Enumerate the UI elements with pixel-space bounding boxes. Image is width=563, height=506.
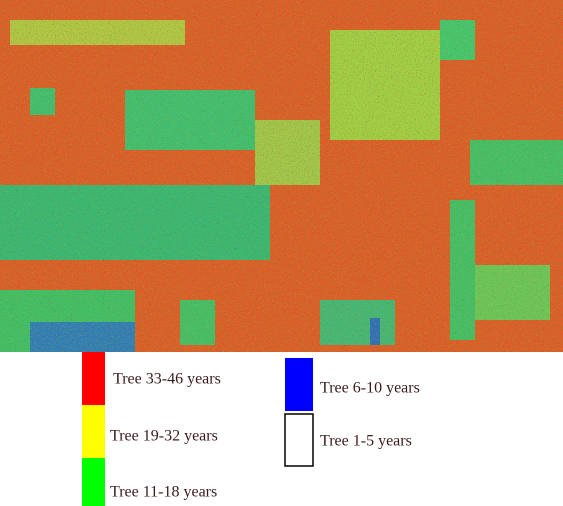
legend-swatch bbox=[82, 405, 105, 458]
legend-swatch bbox=[82, 352, 105, 405]
page: Tree 33-46 years Tree 19-32 years Tree 11-… bbox=[0, 0, 563, 506]
legend-swatch bbox=[82, 458, 105, 506]
legend-label: Tree 19-32 years bbox=[110, 428, 218, 445]
legend: Tree 33-46 years Tree 19-32 years Tree 11-… bbox=[82, 352, 420, 506]
legend-label: Tree 1-5 years bbox=[320, 433, 412, 450]
map bbox=[0, 0, 563, 352]
legend-label: Tree 11-18 years bbox=[110, 484, 217, 501]
legend-swatch bbox=[285, 414, 313, 466]
legend-label: Tree 33-46 years bbox=[113, 371, 221, 388]
texture bbox=[0, 0, 563, 352]
legend-swatch bbox=[285, 358, 313, 411]
legend-label: Tree 6-10 years bbox=[320, 380, 420, 397]
